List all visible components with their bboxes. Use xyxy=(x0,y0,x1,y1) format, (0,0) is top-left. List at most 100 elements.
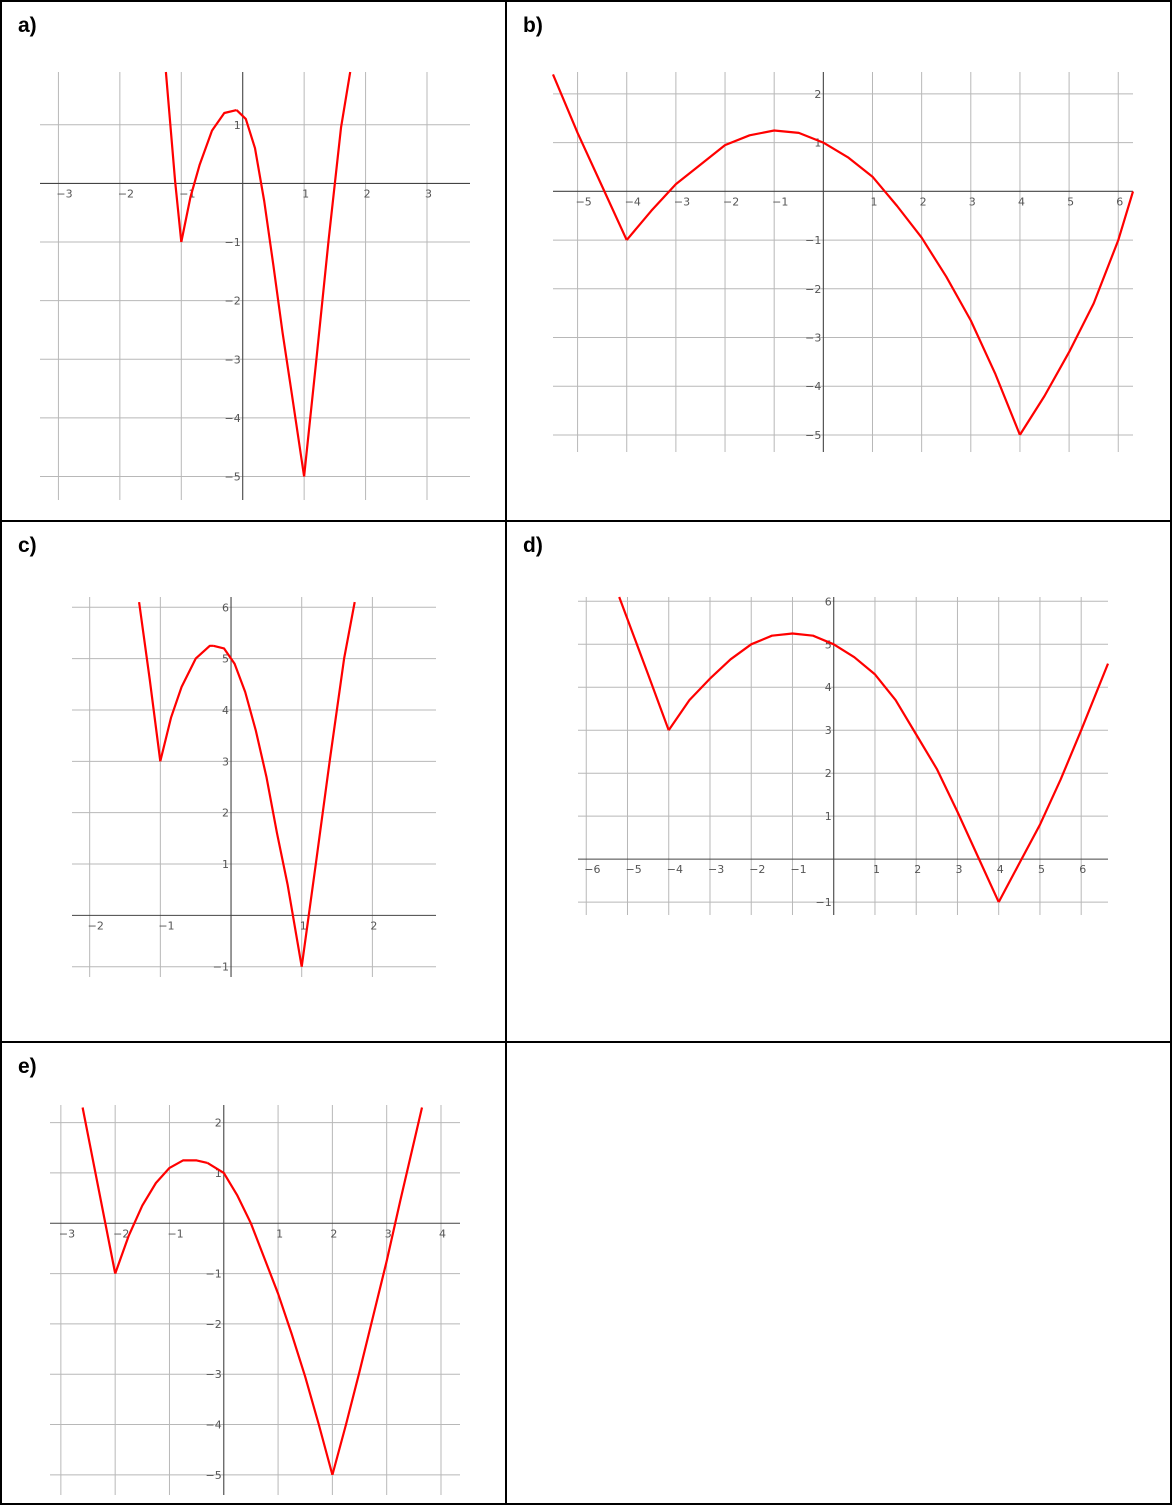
panel-d-x-tick-label: 3 xyxy=(955,863,962,876)
panel-a-label: a) xyxy=(18,14,37,37)
table-divider-row-2 xyxy=(0,1041,1172,1043)
panel-b-x-tick-label: −1 xyxy=(772,195,788,208)
panel-e-x-tick-label: 4 xyxy=(439,1227,446,1240)
panel-e-y-tick-label: 1 xyxy=(215,1167,222,1180)
panel-a-x-tick-label: 1 xyxy=(302,187,309,200)
panel-d-y-tick-label: 1 xyxy=(825,810,832,823)
panel-d-x-tick-label: −2 xyxy=(749,863,765,876)
panel-a-y-tick-label: 1 xyxy=(234,119,241,132)
panel-b-x-tick-label: 3 xyxy=(969,195,976,208)
panel-b-x-tick-label: 5 xyxy=(1067,195,1074,208)
panel-b-curve-segment-1 xyxy=(551,73,628,241)
panel-a-y-tick-label: −5 xyxy=(224,471,240,484)
panel-d-y-tick-label: −1 xyxy=(816,896,832,909)
panel-e-curve-segment-2 xyxy=(114,1159,208,1274)
panel-e-y-tick-label: −4 xyxy=(206,1419,222,1432)
panel-e-y-tick-label: −5 xyxy=(206,1469,222,1482)
panel-b-y-tick-label: −2 xyxy=(805,283,821,296)
panel-b-x-tick-label: −3 xyxy=(674,195,690,208)
panel-c-y-tick-label: 1 xyxy=(222,858,229,871)
panel-e-y-tick-label: −2 xyxy=(206,1318,222,1331)
panel-d-x-tick-label: 4 xyxy=(997,863,1004,876)
panel-e-y-tick-label: −1 xyxy=(206,1268,222,1281)
panel-a-x-tick-label: 2 xyxy=(364,187,371,200)
table-divider-row-1 xyxy=(0,520,1172,522)
panel-c-x-tick-label: −1 xyxy=(158,919,174,932)
panel-e-chart: −3 −2 −1 1 2 3 4 −5 −4 −3 −2 −1 1 2 xyxy=(50,1105,460,1495)
panel-c-grid xyxy=(72,597,436,977)
panel-b-grid xyxy=(553,72,1133,452)
panel-d-curve-segment-2 xyxy=(667,632,1000,903)
panel-b-chart: −5 −4 −3 −2 −1 1 2 3 4 5 6 −5 −4 −3 −2 −1 1 2 xyxy=(551,72,1135,452)
panel-c-x-tick-label: 2 xyxy=(370,919,377,932)
panel-a-curve-segment-2 xyxy=(180,109,237,243)
panel-d-curve-segment-3 xyxy=(997,663,1110,903)
panel-c-x-tick-label: 1 xyxy=(300,919,307,932)
panel-c-y-tick-label: 2 xyxy=(222,807,229,820)
panel-b-y-tick-label: −4 xyxy=(805,380,821,393)
panel-b-curve-segment-2 xyxy=(625,129,1021,436)
table-border-bottom xyxy=(0,1503,1172,1505)
panel-c-y-tick-label: 4 xyxy=(222,704,229,717)
panel-e-curve-segment-3 xyxy=(206,1161,334,1476)
panel-d-x-tick-label: 1 xyxy=(873,863,880,876)
panel-d-curve-segment-1 xyxy=(618,596,670,731)
panel-e-curve-segment-4 xyxy=(331,1107,424,1476)
panel-d-x-tick-label: 2 xyxy=(914,863,921,876)
panel-b-y-tick-label: −1 xyxy=(805,234,821,247)
panel-c-y-tick-label: 5 xyxy=(222,653,229,666)
panel-d-y-tick-label: 2 xyxy=(825,767,832,780)
panel-c-x-tick-label: −2 xyxy=(88,919,104,932)
panel-b-x-tick-label: 1 xyxy=(870,195,877,208)
panel-e-curve-segment-1 xyxy=(81,1107,117,1274)
panel-d-chart: −6 −5 −4 −3 −2 −1 1 2 3 4 5 6 −1 1 2 3 4 5 6 xyxy=(578,595,1110,915)
panel-b-y-tick-label: 1 xyxy=(814,137,821,150)
panel-e-x-tick-label: −2 xyxy=(113,1227,129,1240)
panel-b-x-tick-label: 2 xyxy=(920,195,927,208)
panel-e-y-tick-label: 2 xyxy=(215,1117,222,1130)
panel-d-y-tick-label: 6 xyxy=(825,595,832,608)
panel-d-y-tick-label: 5 xyxy=(825,638,832,651)
panel-a-curve-segment-3 xyxy=(235,109,306,477)
panel-a-x-tick-label: −2 xyxy=(118,187,134,200)
panel-c-label: c) xyxy=(18,534,37,557)
panel-d-x-tick-label: −4 xyxy=(667,863,683,876)
panel-b-label: b) xyxy=(523,14,543,37)
panel-a-x-tick-label: −3 xyxy=(56,187,72,200)
panel-a-grid xyxy=(40,72,470,500)
panel-e-label: e) xyxy=(18,1055,37,1078)
panel-b-x-tick-label: 4 xyxy=(1018,195,1025,208)
table-border-top xyxy=(0,0,1172,2)
panel-d-x-tick-label: −6 xyxy=(584,863,600,876)
panel-e-x-tick-label: −1 xyxy=(167,1227,183,1240)
panel-c-curve-segment-2 xyxy=(159,644,214,762)
panel-d-y-tick-label: 3 xyxy=(825,724,832,737)
panel-c-chart: −2 −1 1 2 −1 1 2 3 4 5 6 xyxy=(72,597,436,977)
panel-c-curve-segment-1 xyxy=(138,601,162,762)
panel-b-x-tick-label: −4 xyxy=(625,195,641,208)
panel-c-y-tick-label: 3 xyxy=(222,755,229,768)
panel-e-x-tick-label: 3 xyxy=(385,1227,392,1240)
panel-e-x-tick-label: −3 xyxy=(59,1227,75,1240)
panel-c-curve-segment-4 xyxy=(300,601,356,967)
panel-b-x-tick-label: −2 xyxy=(723,195,739,208)
table-divider-vertical xyxy=(505,0,507,1505)
table-border-right xyxy=(1170,0,1172,1505)
panel-a-y-tick-label: −4 xyxy=(224,412,240,425)
panel-b-y-tick-label: 2 xyxy=(814,88,821,101)
panel-e-y-tick-label: −3 xyxy=(206,1368,222,1381)
panel-a-y-tick-label: −2 xyxy=(224,295,240,308)
panel-c-y-tick-label: 6 xyxy=(222,601,229,614)
panel-c-y-tick-label: −1 xyxy=(213,961,229,974)
panel-a-chart: −3 −2 −1 1 2 3−5−4−3−2−11 xyxy=(40,71,470,500)
panel-b-y-tick-label: −3 xyxy=(805,332,821,345)
panel-d-x-tick-label: −5 xyxy=(625,863,641,876)
panel-d-x-tick-label: −1 xyxy=(790,863,806,876)
panel-e-x-tick-label: 2 xyxy=(330,1227,337,1240)
panel-d-x-tick-label: −3 xyxy=(708,863,724,876)
panel-a-y-tick-label: −1 xyxy=(224,236,240,249)
panel-b-curve-segment-3 xyxy=(1018,191,1135,436)
panel-d-y-tick-label: 4 xyxy=(825,681,832,694)
panel-c-curve-segment-3 xyxy=(213,644,303,967)
